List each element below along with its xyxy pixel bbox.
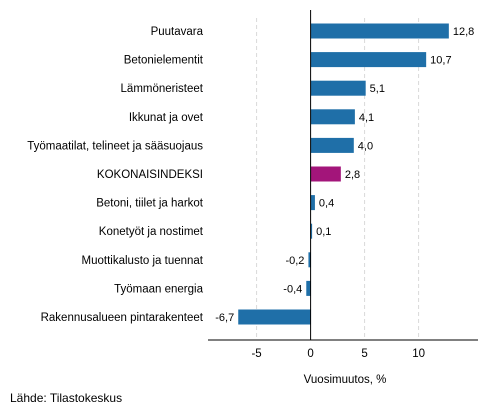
- grid-lines: [256, 18, 420, 340]
- bar: [310, 80, 366, 96]
- value-label: -0,4: [283, 283, 302, 295]
- bar: [310, 137, 354, 153]
- x-tick-label: -5: [251, 348, 261, 360]
- category-label: Muottikalusto ja tuennat: [82, 255, 204, 267]
- bar: [306, 280, 311, 296]
- value-label: 12,8: [453, 26, 474, 38]
- source-note: Lähde: Tilastokeskus: [10, 391, 123, 405]
- bar: [310, 23, 449, 39]
- category-label: Työmaatilat, telineet ja sääsuojaus: [27, 140, 203, 152]
- value-label: -0,2: [285, 255, 304, 267]
- value-labels: 12,8 10,7 5,1 4,1 4,0 2,8 0,4 0,1 -0,2 -0,4 -6,7: [215, 26, 474, 324]
- category-labels: Puutavara Betonielementit Lämmöneristeet Ik…: [27, 26, 204, 324]
- bar: [310, 195, 315, 211]
- value-label: 4,1: [359, 112, 374, 124]
- value-label: -6,7: [215, 312, 234, 324]
- category-label: Konetyöt ja nostimet: [99, 226, 204, 238]
- value-label: 2,8: [345, 169, 360, 181]
- value-label: 5,1: [370, 83, 385, 95]
- category-label: KOKONAISINDEKSI: [97, 169, 203, 181]
- category-label: Rakennusalueen pintarakenteet: [41, 312, 204, 324]
- category-label: Lämmöneristeet: [121, 83, 204, 95]
- category-label: Betonielementit: [124, 55, 204, 67]
- x-axis-title: Vuosimuutos, %: [304, 374, 387, 386]
- x-tick-label: 5: [361, 348, 367, 360]
- x-tick-label: 10: [412, 348, 425, 360]
- x-tick-label: 0: [307, 348, 313, 360]
- bar: [310, 52, 427, 68]
- bar: [308, 252, 311, 268]
- value-label: 0,4: [319, 198, 334, 210]
- bar: [310, 109, 355, 125]
- category-label: Puutavara: [151, 26, 204, 38]
- category-label: Betoni, tiilet ja harkot: [96, 198, 204, 210]
- bar: [310, 223, 313, 239]
- category-label: Ikkunat ja ovet: [129, 112, 204, 124]
- category-label: Työmaan energia: [114, 283, 203, 295]
- value-label: 10,7: [430, 55, 451, 67]
- bar: [238, 309, 311, 325]
- value-label: 4,0: [358, 140, 373, 152]
- value-label: 0,1: [316, 226, 331, 238]
- x-axis: -5 0 5 10: [208, 10, 478, 360]
- bars: [238, 23, 449, 325]
- bar: [310, 166, 341, 182]
